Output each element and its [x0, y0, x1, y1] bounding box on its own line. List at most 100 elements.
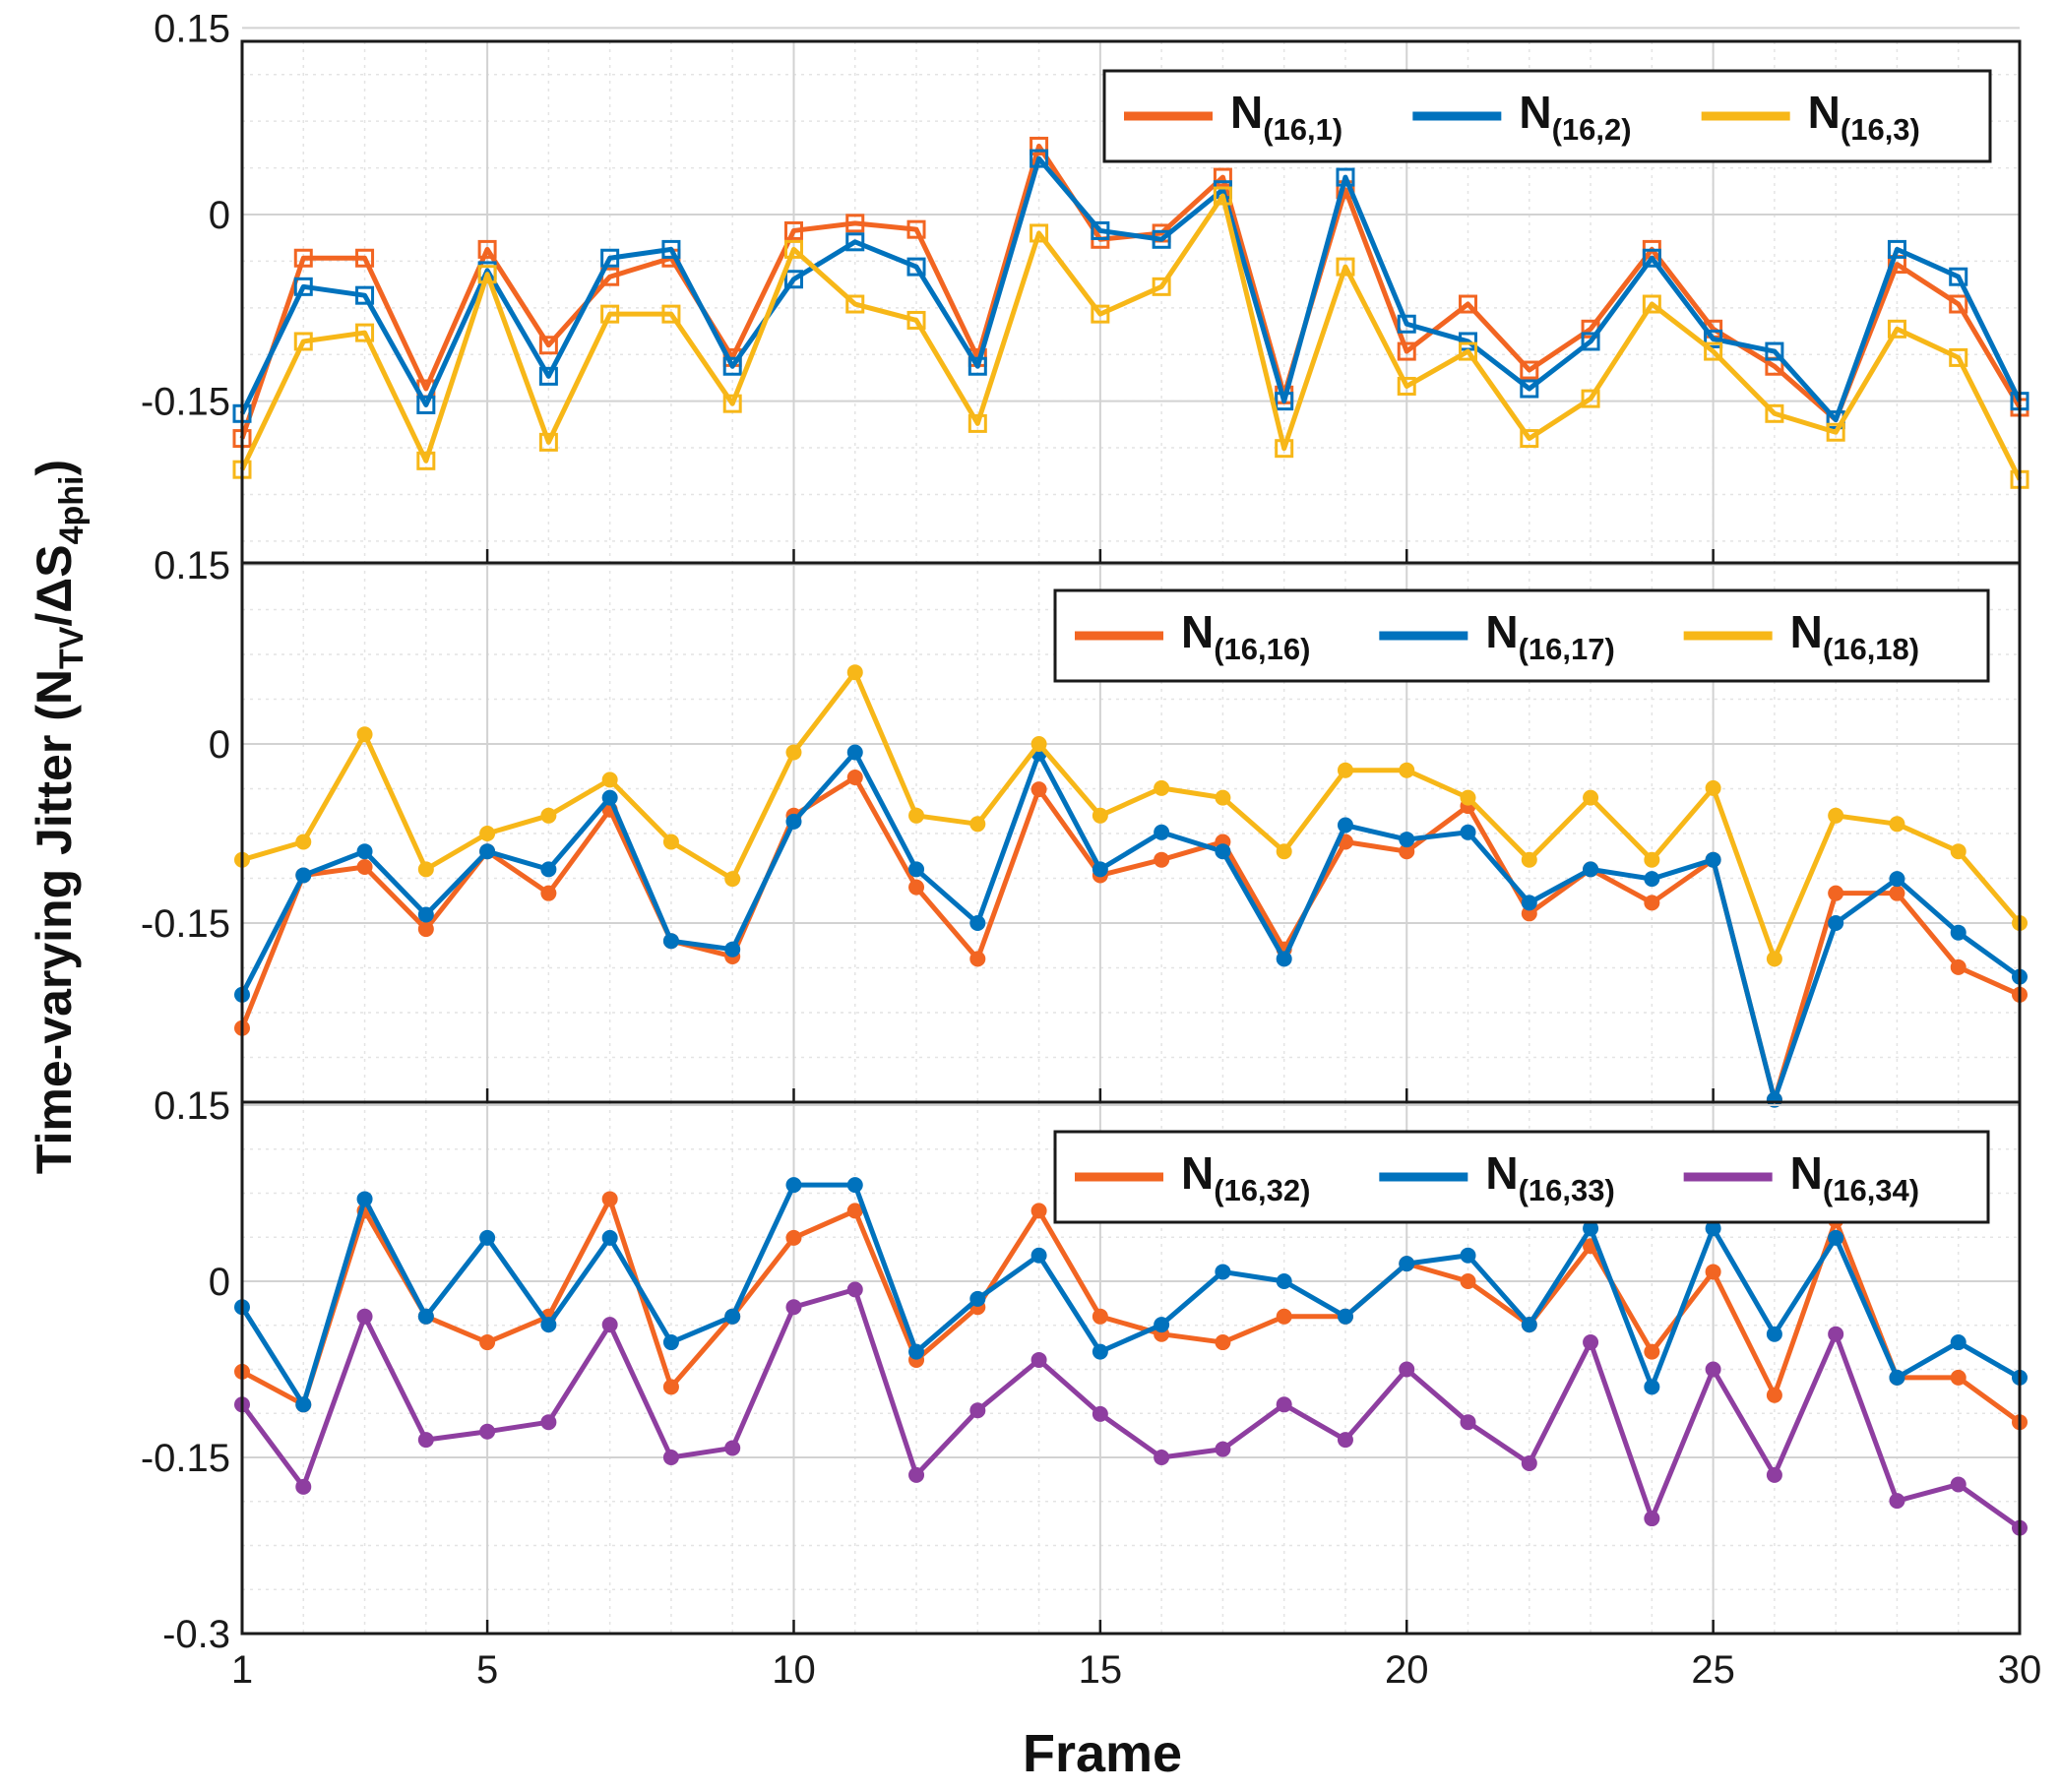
data-point [662, 933, 679, 950]
data-point [969, 816, 986, 833]
data-point [1704, 329, 1723, 348]
data-point [1826, 422, 1845, 442]
data-point [908, 1466, 925, 1483]
data-point [355, 323, 375, 342]
x-tick-label: 1 [231, 1648, 253, 1692]
data-point [785, 744, 802, 761]
data-point [1337, 762, 1353, 778]
data-point [846, 1281, 863, 1298]
data-point [1887, 239, 1906, 259]
series-16-2 [232, 149, 2029, 430]
data-point [293, 248, 313, 268]
data-point [1336, 257, 1355, 277]
data-point [417, 906, 434, 923]
data-point [969, 915, 986, 931]
y-tick-label: -0.15 [141, 902, 230, 946]
data-point [722, 394, 742, 413]
data-point [1765, 341, 1784, 361]
data-point [1154, 824, 1170, 840]
data-point [295, 867, 312, 884]
data-point [1950, 1334, 1966, 1351]
data-point [293, 332, 313, 351]
series-16-17 [234, 744, 2028, 1108]
data-point [724, 941, 741, 958]
data-point [846, 769, 863, 785]
panel-top: 0.15 0 -0.15 N(16,1) N(16,2) N(16,3) [141, 7, 2029, 565]
data-point [601, 1229, 618, 1246]
y-axis-title-end: ) [27, 460, 82, 476]
data-point [1520, 429, 1539, 449]
y-axis-title-mid: /ΔS [27, 544, 82, 626]
data-point [1459, 294, 1478, 314]
y-tick-label: 0 [209, 1261, 230, 1304]
legend-box [1102, 69, 1992, 163]
data-point [1399, 1361, 1415, 1378]
data-point [846, 1177, 863, 1194]
data-point [969, 1290, 986, 1307]
data-point [1644, 895, 1660, 911]
data-point [662, 1450, 679, 1465]
panel-middle: 0.15 0 -0.15 N(16,16) N(16,17) N(16,18) [141, 544, 2028, 1108]
y-tick-label: 0 [209, 194, 230, 237]
data-point [601, 789, 618, 806]
data-point [1889, 816, 1905, 833]
data-point [1030, 136, 1049, 155]
data-point [416, 395, 436, 414]
data-point [846, 664, 863, 681]
data-point [1399, 762, 1415, 778]
y-tick-label: -0.15 [141, 381, 230, 424]
series-16-18 [234, 664, 2028, 967]
data-point [1950, 1369, 1966, 1386]
data-point [540, 807, 557, 824]
series-line [239, 749, 2022, 1103]
data-point [1705, 1361, 1721, 1378]
data-point [540, 1414, 557, 1431]
legend: N(16,32) N(16,33) N(16,34) [1053, 1130, 1990, 1224]
data-point [1397, 314, 1416, 334]
data-point [1092, 861, 1108, 878]
legend: N(16,16) N(16,17) N(16,18) [1053, 588, 1990, 683]
data-point [1092, 1405, 1108, 1422]
data-point [906, 257, 926, 277]
x-tick-label: 10 [772, 1648, 816, 1692]
y-axis-title-sub2: 4phi [53, 475, 91, 544]
data-point [661, 304, 681, 324]
data-point [724, 1308, 741, 1325]
data-point [538, 432, 558, 452]
data-point [1154, 851, 1170, 868]
data-point [908, 861, 925, 878]
data-point [417, 861, 434, 878]
y-tick-label: -0.3 [162, 1613, 230, 1656]
data-point [1644, 871, 1660, 888]
data-point [1276, 843, 1292, 860]
data-point [785, 1299, 802, 1316]
y-axis-title: Time-varying Jitter (NTV/ΔS4phi) [27, 460, 91, 1174]
data-point [1949, 267, 1968, 286]
data-point [908, 1343, 925, 1360]
data-point [1397, 341, 1416, 361]
data-point [1213, 186, 1232, 206]
data-point [1521, 1454, 1537, 1471]
data-point [1644, 1379, 1660, 1395]
data-point [1766, 1387, 1782, 1403]
data-point [1520, 379, 1539, 399]
data-point [783, 270, 803, 289]
data-point [479, 1334, 496, 1351]
data-point [1276, 1308, 1292, 1325]
series-16-34 [234, 1281, 2028, 1536]
data-point [355, 248, 375, 268]
data-point [724, 1440, 741, 1456]
data-point [1642, 294, 1661, 314]
data-point [662, 834, 679, 850]
data-point [783, 220, 803, 240]
data-point [293, 277, 313, 296]
y-tick-label: 0 [209, 723, 230, 767]
data-point [969, 1402, 986, 1419]
data-point [1399, 843, 1415, 860]
data-point [1215, 1334, 1231, 1351]
data-point [1950, 1476, 1966, 1493]
data-point [1030, 736, 1047, 752]
data-point [968, 356, 987, 376]
data-point [538, 366, 558, 386]
